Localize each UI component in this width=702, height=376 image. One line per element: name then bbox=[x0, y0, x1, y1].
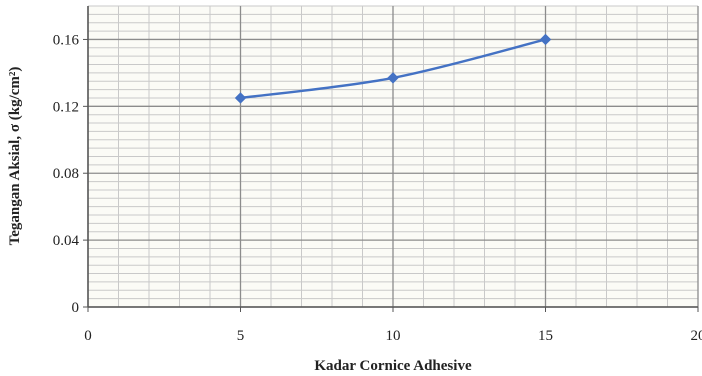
tick-label-layer: 0 5 10 15 20 0 0.04 0.08 0.12 0.16 bbox=[53, 32, 702, 344]
data-point-marker bbox=[234, 92, 247, 104]
y-tick-label: 0.04 bbox=[53, 233, 80, 249]
y-tick-label: 0.08 bbox=[53, 166, 79, 182]
y-tick-label: 0 bbox=[72, 300, 80, 316]
y-axis-title: Tegangan Aksial, σ (kg/cm²) bbox=[7, 67, 23, 246]
axis-layer bbox=[83, 6, 699, 312]
x-tick-label: 15 bbox=[538, 328, 553, 344]
data-point-marker bbox=[539, 33, 552, 46]
series-layer bbox=[234, 33, 552, 104]
y-tick-label: 0.12 bbox=[53, 99, 79, 115]
data-point-marker bbox=[387, 72, 399, 84]
x-tick-label: 20 bbox=[691, 328, 702, 344]
x-tick-label: 10 bbox=[386, 328, 401, 344]
x-tick-label: 0 bbox=[84, 328, 92, 344]
y-axis-title-group: Tegangan Aksial, σ (kg/cm²) bbox=[7, 67, 23, 246]
grid-layer bbox=[87, 5, 699, 308]
x-axis-title: Kadar Cornice Adhesive bbox=[314, 358, 472, 374]
y-tick-label: 0.16 bbox=[53, 32, 80, 48]
x-tick-label: 5 bbox=[237, 328, 245, 344]
